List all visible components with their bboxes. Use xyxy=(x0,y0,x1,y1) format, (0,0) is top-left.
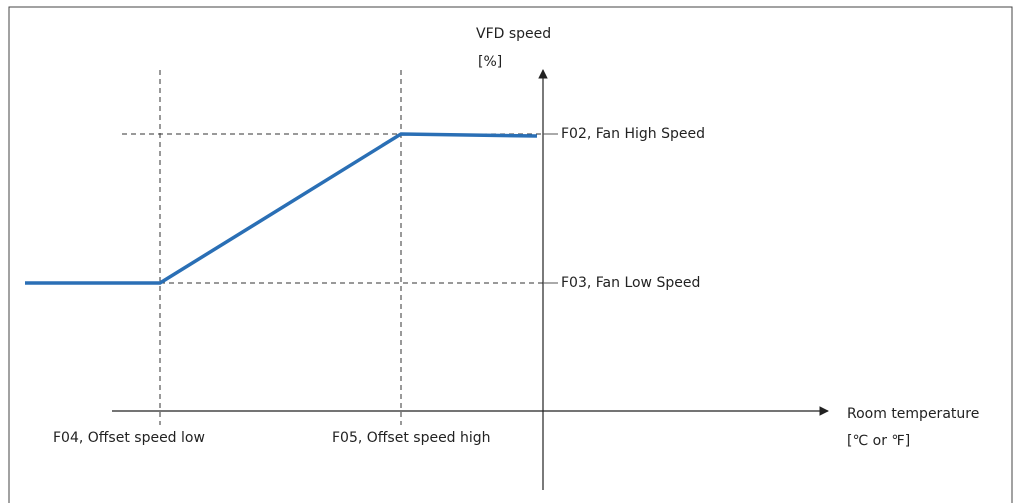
frame xyxy=(8,6,1013,503)
level-label: F03, Fan Low Speed xyxy=(561,275,700,291)
offset-label: F05, Offset speed high xyxy=(332,430,491,446)
x-axis-label: Room temperature xyxy=(847,406,979,422)
level-label: F02, Fan High Speed xyxy=(561,126,705,142)
speed-curve xyxy=(25,132,538,285)
y-axis-unit: [%] xyxy=(478,54,502,70)
y-axis-label: VFD speed xyxy=(476,26,551,42)
guides xyxy=(122,70,543,425)
x-axis-unit: [℃ or ℉] xyxy=(847,433,910,449)
offset-label: F04, Offset speed low xyxy=(53,430,205,446)
